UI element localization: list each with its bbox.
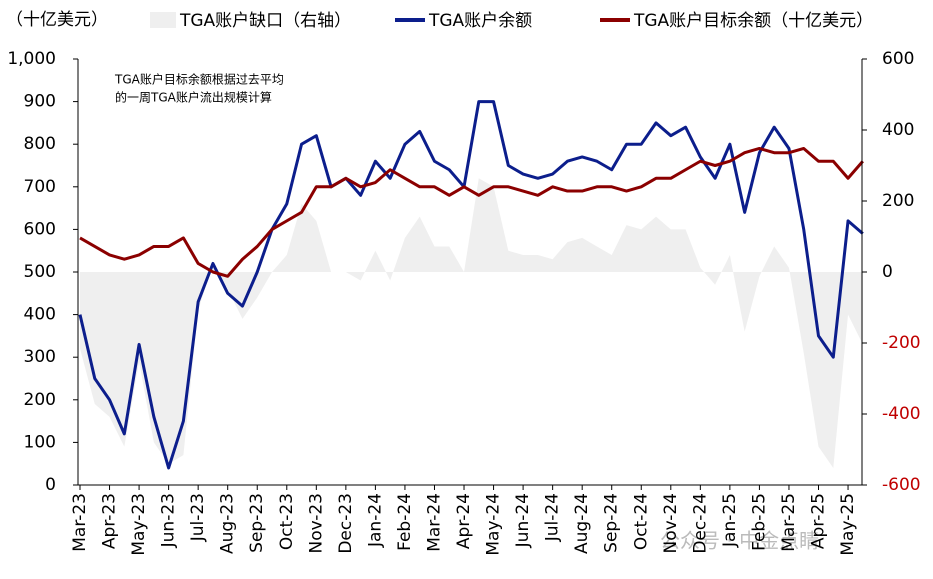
- gap-area: [80, 178, 863, 468]
- y2-tick-label: 200: [882, 191, 914, 211]
- x-tick-label: Aug-23: [218, 493, 238, 554]
- y2-tick-label: -600: [882, 475, 921, 495]
- x-tick-label: Nov-23: [306, 493, 326, 554]
- y-tick-label: 800: [24, 134, 56, 154]
- x-tick-label: Jul-24: [543, 493, 563, 542]
- x-tick-label: Mar-24: [424, 493, 444, 552]
- y2-tick-label: 0: [882, 262, 893, 282]
- x-tick-label: Dec-23: [336, 493, 356, 554]
- x-tick-label: Feb-25: [749, 493, 769, 551]
- x-tick-label: Nov-24: [661, 493, 681, 554]
- y-tick-label: 300: [24, 347, 56, 367]
- annotation: 的一周TGA账户流出规模计算: [115, 90, 272, 105]
- x-tick-label: Mar-23: [70, 493, 90, 552]
- x-tick-label: Sep-24: [602, 493, 622, 553]
- legend-label: TGA账户缺口（右轴）: [179, 11, 351, 31]
- x-tick-label: Apr-23: [100, 493, 120, 549]
- x-tick-label: Dec-24: [690, 493, 710, 554]
- x-tick-label: Sep-23: [247, 493, 267, 553]
- x-tick-label: Oct-24: [631, 493, 651, 550]
- y2-tick-label: 400: [882, 120, 914, 140]
- x-tick-label: May-25: [838, 493, 858, 556]
- y-tick-label: 400: [24, 305, 56, 325]
- y-tick-label: 600: [24, 219, 56, 239]
- x-tick-label: Jan-24: [365, 493, 385, 548]
- x-tick-label: Apr-25: [809, 493, 829, 549]
- y2-tick-label: -200: [882, 333, 921, 353]
- y-tick-label: 900: [24, 92, 56, 112]
- x-tick-label: Aug-24: [572, 493, 592, 554]
- x-tick-label: May-24: [484, 493, 504, 556]
- x-tick-label: Feb-24: [395, 493, 415, 551]
- x-tick-label: Jun-24: [513, 493, 533, 548]
- x-tick-label: May-23: [129, 493, 149, 556]
- x-tick-label: Jun-23: [159, 493, 179, 548]
- y-tick-label: 200: [24, 390, 56, 410]
- annotation: TGA账户目标余额根据过去平均: [114, 72, 284, 87]
- y-tick-label: 500: [24, 262, 56, 282]
- y-tick-label: 1,000: [7, 49, 56, 69]
- x-tick-label: Jul-23: [188, 493, 208, 542]
- line: [79, 146, 864, 278]
- y-tick-label: 100: [24, 432, 56, 452]
- y2-tick-label: -400: [882, 404, 921, 424]
- legend-swatch: [150, 12, 176, 28]
- x-tick-label: Apr-24: [454, 493, 474, 549]
- y-tick-label: 700: [24, 177, 56, 197]
- legend-label: TGA账户余额: [428, 11, 532, 31]
- y-axis-label: （十亿美元）: [6, 10, 108, 30]
- y-tick-label: 0: [45, 475, 56, 495]
- y2-tick-label: 600: [882, 49, 914, 69]
- x-tick-label: Jan-25: [720, 493, 740, 548]
- legend-label: TGA账户目标余额（十亿美元）: [633, 11, 873, 31]
- x-tick-label: Oct-23: [277, 493, 297, 550]
- watermark: 公众号 · 中金点睛: [660, 529, 819, 553]
- x-tick-label: Mar-25: [779, 493, 799, 552]
